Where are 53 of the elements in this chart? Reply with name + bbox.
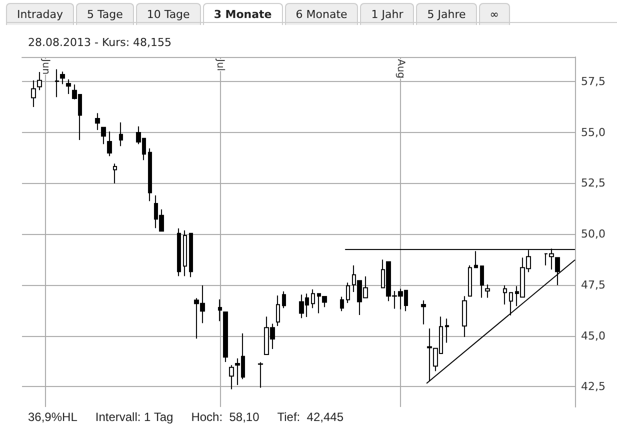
candlestick bbox=[282, 290, 286, 309]
candlestick bbox=[101, 126, 106, 145]
candlestick bbox=[480, 265, 484, 298]
y-tick-label: 45,0 bbox=[581, 329, 606, 342]
candlestick bbox=[503, 284, 507, 305]
candlestick bbox=[258, 362, 263, 388]
candlestick bbox=[468, 264, 472, 297]
candlestick bbox=[119, 122, 123, 147]
candlestick bbox=[31, 80, 36, 108]
candlestick bbox=[276, 294, 280, 327]
y-tick-label: 52,5 bbox=[581, 176, 606, 190]
text: Hoch: 58,10 bbox=[191, 410, 260, 424]
y-tick-label: 42,5 bbox=[581, 380, 606, 394]
candlestick bbox=[177, 228, 181, 277]
tab-button: Intraday bbox=[6, 3, 74, 25]
candlestick bbox=[95, 112, 100, 131]
candlestick bbox=[148, 148, 152, 202]
candlestick bbox=[229, 364, 234, 390]
candlestick bbox=[340, 296, 344, 312]
x-tick-label: Jul bbox=[214, 58, 226, 72]
candlestick bbox=[311, 288, 315, 309]
tab-button: 3 Monate bbox=[202, 3, 283, 25]
candlestick bbox=[60, 71, 65, 85]
text: Intervall: 1 Tag bbox=[95, 410, 174, 424]
candlestick bbox=[218, 298, 222, 322]
tab-button: 6 Monate bbox=[284, 3, 358, 25]
candlestick bbox=[346, 282, 350, 304]
x-tick-label: Jun bbox=[40, 58, 51, 75]
y-tick-label: 50,0 bbox=[581, 228, 606, 241]
tab-button: ∞ bbox=[478, 3, 510, 25]
chart-title: 28.08.2013 - Kurs: 48,155 bbox=[28, 36, 172, 49]
candlestick bbox=[55, 68, 59, 98]
candlestick bbox=[485, 284, 490, 298]
y-tick-label: 47,5 bbox=[581, 278, 606, 292]
candlestick bbox=[462, 296, 467, 338]
candlestick bbox=[113, 163, 117, 184]
candlestick bbox=[223, 311, 228, 363]
candlestick bbox=[509, 292, 513, 316]
candlestick bbox=[189, 232, 193, 278]
candlestick bbox=[107, 130, 112, 157]
y-tick-label: 57,5 bbox=[581, 74, 606, 88]
tab-button: 5 Jahre bbox=[416, 3, 477, 25]
tab-button: 10 Tage bbox=[136, 3, 201, 25]
text: 36,9%HL bbox=[28, 410, 78, 424]
candlestick bbox=[66, 78, 71, 95]
candlestick bbox=[183, 230, 187, 277]
y-tick-label: 55,0 bbox=[581, 126, 606, 139]
tab-button: 5 Tage bbox=[76, 3, 134, 25]
x-tick-label: Aug bbox=[394, 59, 406, 79]
candlestick bbox=[445, 318, 449, 344]
text: Tief: 42,445 bbox=[277, 410, 344, 424]
candlestick bbox=[421, 300, 426, 325]
tab-button: 1 Jahr bbox=[360, 3, 414, 25]
